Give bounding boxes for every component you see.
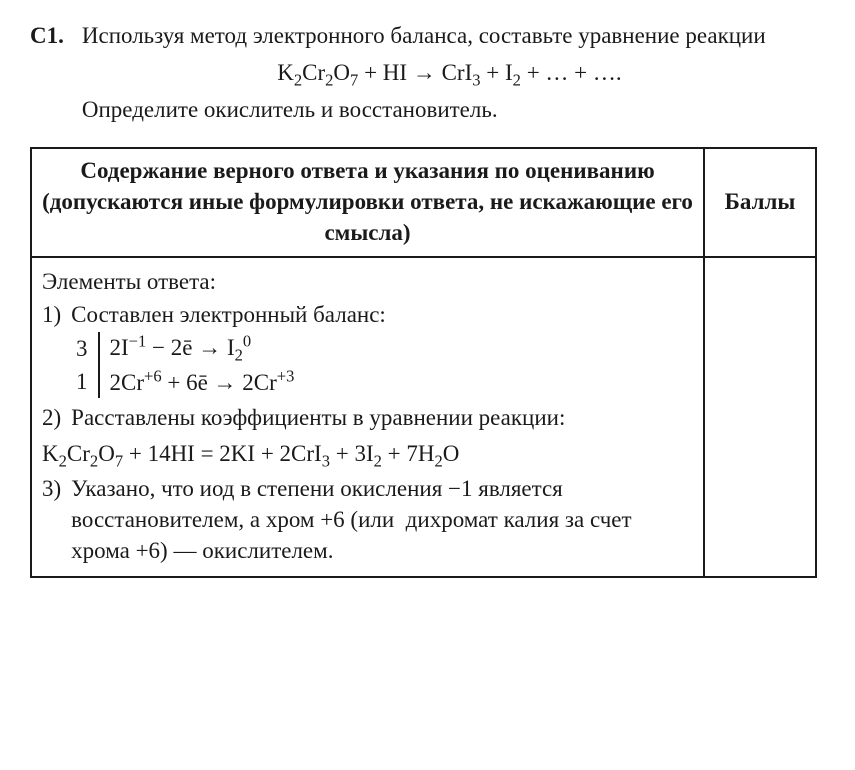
answer-item-1: 1) Составлен электронный баланс: xyxy=(42,299,693,330)
balance-line-1: 2I−1 − 2ē → I20 xyxy=(110,332,295,363)
balance-multipliers: 3 1 xyxy=(76,332,98,398)
answer-item-2-number: 2) xyxy=(42,402,61,433)
problem-equation: K2Cr2O7 + HI → CrI3 + I2 + … + …. xyxy=(82,57,817,88)
page-root: C1. Используя метод электронного баланса… xyxy=(0,0,855,770)
answer-item-2: 2) Расставлены коэффициенты в уравнении … xyxy=(42,402,693,433)
table-header-content: Содержание верного ответа и указания по … xyxy=(31,148,704,257)
answer-cell: Элементы ответа: 1) Составлен электронны… xyxy=(31,257,704,576)
problem-body: Используя метод электронного баланса, со… xyxy=(82,20,817,139)
answer-item-1-number: 1) xyxy=(42,299,61,330)
answer-item-3: 3) Указано, что иод в степени окисления … xyxy=(42,473,693,566)
table-header-points: Баллы xyxy=(704,148,816,257)
problem-prompt: Используя метод электронного баланса, со… xyxy=(82,20,817,51)
balance-line-2: 2Cr+6 + 6ē → 2Cr+3 xyxy=(110,367,295,398)
electron-balance: 3 1 2I−1 − 2ē → I20 2Cr+6 + 6ē → 2Cr+3 xyxy=(76,332,693,398)
problem-block: C1. Используя метод электронного баланса… xyxy=(30,20,817,139)
answer-item-3-number: 3) xyxy=(42,473,61,566)
answer-heading: Элементы ответа: xyxy=(42,266,693,297)
points-cell xyxy=(704,257,816,576)
balanced-equation: K2Cr2O7 + 14HI = 2KI + 2CrI3 + 3I2 + 7H2… xyxy=(42,438,693,469)
problem-define: Определите окислитель и восстановитель. xyxy=(82,94,817,125)
answer-item-3-text: Указано, что иод в степени окисления −1 … xyxy=(71,473,693,566)
answer-table: Содержание верного ответа и указания по … xyxy=(30,147,817,578)
balance-multiplier-2: 1 xyxy=(76,366,88,397)
balance-half-reactions: 2I−1 − 2ē → I20 2Cr+6 + 6ē → 2Cr+3 xyxy=(98,332,295,398)
answer-item-2-text: Расставлены коэффициенты в уравнении реа… xyxy=(71,402,693,433)
balance-multiplier-1: 3 xyxy=(76,333,88,364)
answer-item-1-text: Составлен электронный баланс: xyxy=(71,299,693,330)
problem-number: C1. xyxy=(30,20,64,51)
